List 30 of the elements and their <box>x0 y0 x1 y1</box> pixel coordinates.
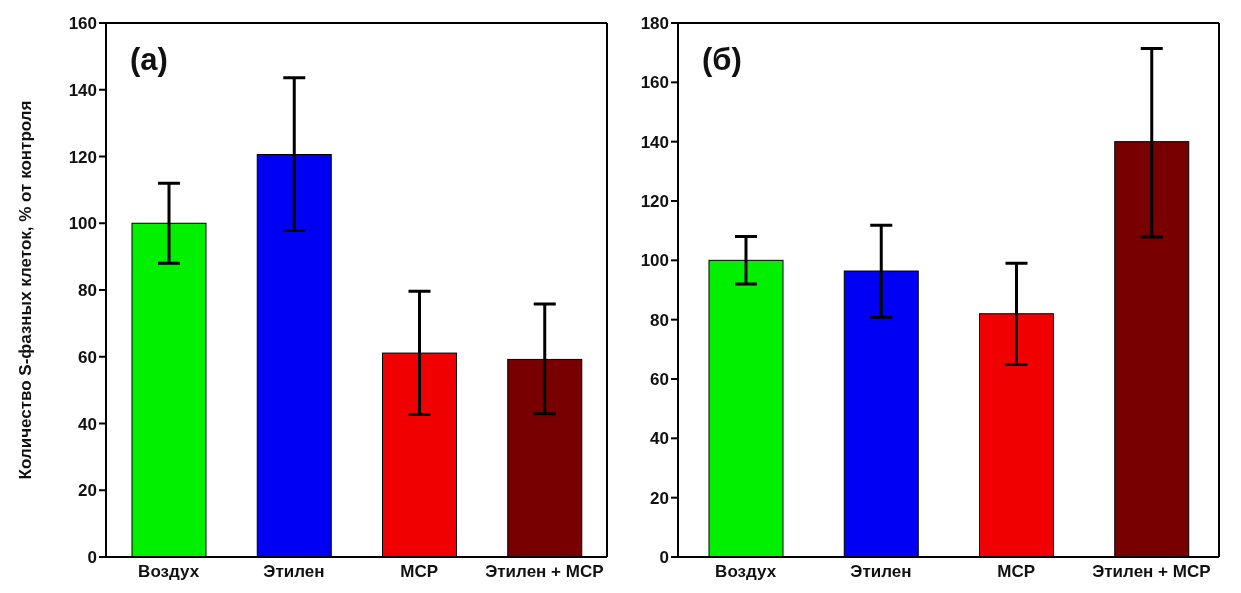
x-tick-label: Этилен + MCP <box>1092 562 1211 582</box>
x-tick-label: Этилен <box>263 562 325 582</box>
y-tick-label: 100 <box>68 214 97 234</box>
y-tick-label: 0 <box>659 548 669 568</box>
y-tick-label: 0 <box>87 548 97 568</box>
y-tick-label: 40 <box>78 414 97 434</box>
x-tick-label: Этилен <box>850 562 912 582</box>
y-tick-label: 40 <box>650 429 669 449</box>
annotation: (а) <box>130 42 168 78</box>
y-tick-label: 140 <box>640 132 669 152</box>
y-tick-label: 20 <box>650 488 669 508</box>
y-tick-label: 60 <box>78 347 97 367</box>
x-tick-label: Воздух <box>715 562 777 582</box>
y-axis-title: Количество S-фазных клеток, % от контроля <box>16 100 36 480</box>
y-tick-label: 80 <box>650 310 669 330</box>
y-tick-label: 160 <box>68 14 97 34</box>
x-tick-label: Воздух <box>138 562 200 582</box>
x-tick-label: MCP <box>400 562 439 582</box>
y-tick-label: 120 <box>68 147 97 167</box>
y-tick-label: 140 <box>68 80 97 100</box>
y-tick-label: 80 <box>78 281 97 301</box>
y-tick-label: 100 <box>640 251 669 271</box>
x-tick-label: MCP <box>997 562 1036 582</box>
y-tick-label: 160 <box>640 73 669 93</box>
y-tick-label: 120 <box>640 192 669 212</box>
y-tick-label: 20 <box>78 481 97 501</box>
annotation: (б) <box>702 42 742 78</box>
y-tick-label: 60 <box>650 370 669 390</box>
y-tick-label: 180 <box>640 14 669 34</box>
x-tick-label: Этилен + MCP <box>485 562 604 582</box>
